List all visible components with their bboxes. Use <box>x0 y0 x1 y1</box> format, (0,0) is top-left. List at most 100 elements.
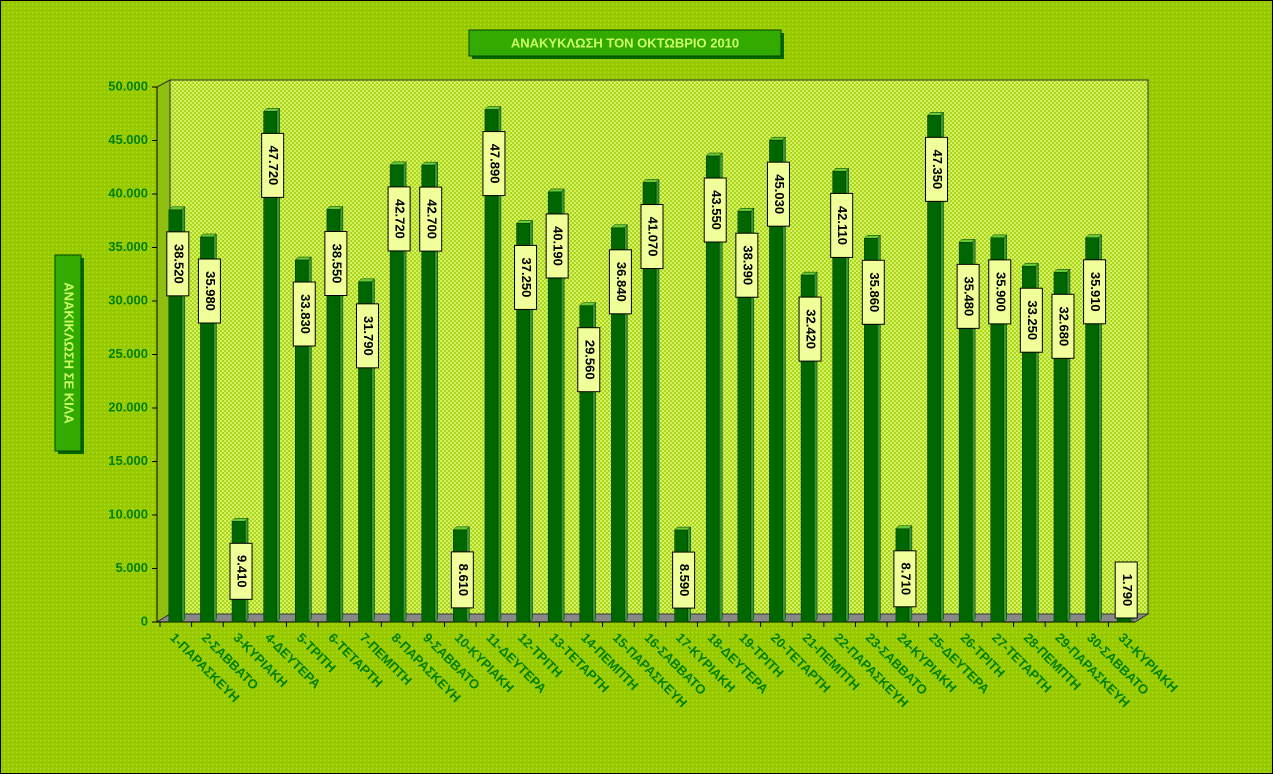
bar <box>295 259 309 623</box>
bar <box>516 223 530 623</box>
value-label: 41.070 <box>646 217 661 257</box>
value-label-box <box>798 296 822 362</box>
value-label-box <box>387 186 411 252</box>
bar <box>864 238 878 623</box>
value-label-box <box>861 259 885 325</box>
y-tick-label: 50.000 <box>108 78 148 93</box>
value-label: 35.900 <box>993 272 1008 312</box>
bar <box>737 210 752 623</box>
value-label: 42.110 <box>835 206 850 245</box>
value-label-box <box>482 131 506 197</box>
value-label: 45.030 <box>772 174 787 214</box>
value-label-box <box>419 186 443 252</box>
value-label: 8.590 <box>677 564 692 597</box>
value-label: 47.350 <box>930 149 945 189</box>
value-label-box <box>1114 561 1138 619</box>
value-label-box <box>672 551 696 609</box>
value-label: 47.720 <box>266 146 281 186</box>
value-label: 36.840 <box>614 262 629 302</box>
value-label-box <box>1083 259 1107 325</box>
y-tick-label: 5.000 <box>115 560 148 575</box>
value-label: 35.480 <box>962 276 977 316</box>
y-tick-label: 30.000 <box>108 292 148 307</box>
value-label: 35.910 <box>1088 272 1103 312</box>
value-label: 8.710 <box>898 563 913 596</box>
bar <box>1022 265 1036 623</box>
value-label-box <box>1051 293 1075 359</box>
value-label-box <box>450 551 474 609</box>
bar <box>389 164 404 623</box>
value-label-box <box>988 259 1012 325</box>
bar <box>927 115 941 623</box>
bar <box>705 155 720 623</box>
value-label-box <box>893 550 917 608</box>
y-label-box <box>54 254 82 452</box>
value-label-box <box>261 132 285 198</box>
bar <box>484 109 499 623</box>
value-label: 33.830 <box>298 294 313 334</box>
value-label-box <box>735 232 759 298</box>
value-label-box <box>577 327 601 393</box>
bar <box>769 139 783 623</box>
side-wall <box>156 79 171 623</box>
value-label: 32.680 <box>1057 306 1072 346</box>
y-tick-label: 20.000 <box>108 399 148 414</box>
value-label-box <box>703 177 727 243</box>
value-label-box <box>608 249 632 315</box>
bar <box>326 209 341 623</box>
y-axis-label: ΑΝΑΚΙΚΛΩΣΗ ΣΕ ΚΙΛΑ <box>62 282 77 424</box>
value-label: 8.610 <box>456 564 471 597</box>
value-label-box <box>545 213 569 279</box>
chart-title: ΑΝΑΚΥΚΛΩΣΗ ΤΟΝ ΟΚΤΩΒΡΙΟ 2010 <box>511 35 739 50</box>
value-label-box <box>640 204 664 270</box>
value-label-box <box>229 542 253 600</box>
value-label-box <box>956 263 980 329</box>
y-tick-label: 25.000 <box>108 346 148 361</box>
bar <box>1085 237 1099 623</box>
value-label-box <box>166 231 190 297</box>
bar <box>421 164 435 623</box>
value-label: 40.190 <box>551 226 566 266</box>
bar <box>800 274 815 623</box>
value-label: 35.860 <box>867 272 882 312</box>
title-box <box>468 29 782 57</box>
value-label-box <box>197 258 221 324</box>
value-label: 42.700 <box>424 199 439 239</box>
value-label: 38.390 <box>740 245 755 285</box>
bar <box>958 242 973 623</box>
y-tick-label: 40.000 <box>108 185 148 200</box>
value-label: 1.790 <box>1120 574 1135 607</box>
value-label: 47.890 <box>487 144 502 184</box>
value-label: 35.980 <box>203 271 218 311</box>
y-tick-label: 0 <box>141 613 148 628</box>
y-tick-label: 15.000 <box>108 453 148 468</box>
value-label: 38.520 <box>171 244 186 284</box>
bar <box>642 182 657 623</box>
y-tick-label: 35.000 <box>108 239 148 254</box>
value-label-box <box>925 136 949 202</box>
value-label-box <box>324 231 348 297</box>
bar <box>168 209 183 623</box>
value-label-box <box>355 303 379 369</box>
value-label: 29.560 <box>582 340 597 380</box>
value-label: 38.550 <box>329 244 344 284</box>
value-label: 42.720 <box>393 199 408 239</box>
value-label: 32.420 <box>804 309 819 349</box>
bar <box>1053 272 1068 623</box>
bar <box>990 237 1004 623</box>
bar <box>547 191 562 623</box>
value-label: 9.410 <box>235 555 250 588</box>
value-label-box <box>830 192 854 258</box>
value-label-box <box>292 281 316 347</box>
bar <box>263 111 277 623</box>
value-label-box <box>1019 287 1043 353</box>
bar <box>200 236 214 623</box>
value-label: 33.250 <box>1025 300 1040 340</box>
y-tick-label: 10.000 <box>108 506 148 521</box>
value-label-box <box>766 161 790 227</box>
value-label: 37.250 <box>519 258 534 298</box>
bar <box>832 171 846 623</box>
value-label: 31.790 <box>361 316 376 356</box>
y-tick-label: 45.000 <box>108 132 148 147</box>
